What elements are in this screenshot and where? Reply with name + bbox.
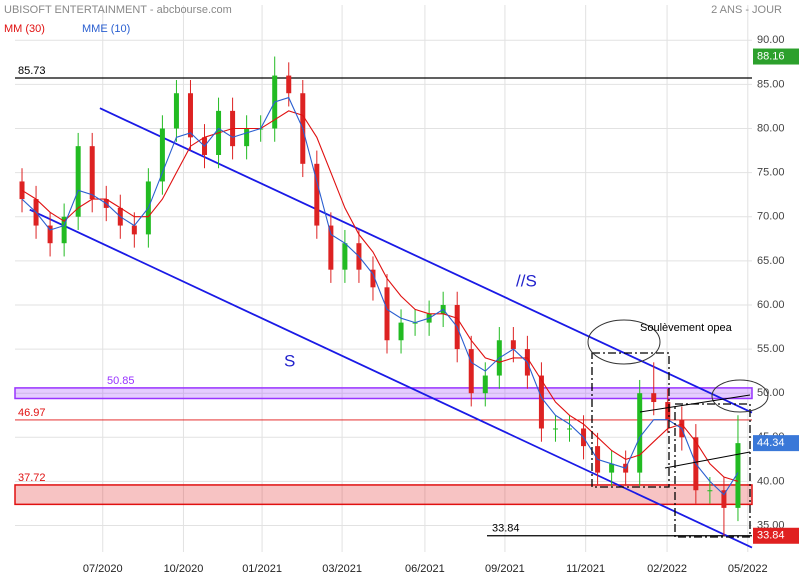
level-label: 46.97 xyxy=(18,407,46,419)
candle-body xyxy=(510,340,516,350)
candle-body xyxy=(61,216,67,244)
header-title: UBISOFT ENTERTAINMENT - abcbourse.com xyxy=(4,4,232,16)
plot-layers: 35.0040.0045.0050.0055.0060.0065.0070.00… xyxy=(14,5,785,575)
annotation-line xyxy=(639,394,751,413)
channel-line xyxy=(29,208,753,549)
candle-body xyxy=(75,146,81,217)
candle-body xyxy=(328,225,334,270)
ma-line xyxy=(21,96,739,496)
candle-body xyxy=(665,402,671,420)
x-tick-label: 06/2021 xyxy=(405,563,445,575)
candle-body xyxy=(159,128,165,182)
candle-body xyxy=(384,287,390,341)
candle-body xyxy=(47,225,53,244)
candle-body xyxy=(609,463,615,473)
candle-body xyxy=(707,490,713,492)
candle-body xyxy=(552,428,558,430)
candle-body xyxy=(567,428,573,430)
x-tick-label: 11/2021 xyxy=(566,563,605,575)
legend-entry: MME (10) xyxy=(82,23,130,35)
level-label: 50.85 xyxy=(107,375,135,387)
level-label: 33.84 xyxy=(492,523,520,535)
y-tick-label: 40.00 xyxy=(757,475,785,487)
y-tick-label: 75.00 xyxy=(757,167,785,179)
x-tick-label: 05/2022 xyxy=(728,563,768,575)
y-tick-label: 85.00 xyxy=(757,78,785,90)
legend-entry: MM (30) xyxy=(4,23,45,35)
price-tag xyxy=(753,527,799,544)
x-tick-label: 03/2021 xyxy=(322,563,362,575)
price-tag-label: 44.34 xyxy=(757,437,785,449)
y-tick-label: 80.00 xyxy=(757,122,785,134)
level-band xyxy=(14,387,753,400)
price-tag xyxy=(753,48,799,65)
x-tick-label: 09/2021 xyxy=(485,563,525,575)
price-tag xyxy=(753,435,799,452)
candle-body xyxy=(173,93,179,129)
candle-body xyxy=(735,443,741,508)
level-band xyxy=(14,484,753,506)
level-label: 37.72 xyxy=(18,472,46,484)
annotation: //S xyxy=(516,271,537,290)
y-tick-label: 70.00 xyxy=(757,211,785,223)
candle-body xyxy=(286,75,292,94)
annotation-box xyxy=(591,352,670,488)
x-tick-label: 02/2022 xyxy=(647,563,687,575)
x-tick-label: 01/2021 xyxy=(242,563,282,575)
price-tag-label: 33.84 xyxy=(757,530,785,542)
y-tick-label: 90.00 xyxy=(757,34,785,46)
annotation-box xyxy=(674,403,751,538)
annotation: S xyxy=(284,351,295,370)
candle-body xyxy=(131,225,137,235)
y-tick-label: 60.00 xyxy=(757,299,785,311)
candle-body xyxy=(637,393,643,473)
candle-body xyxy=(651,393,657,403)
channel-line xyxy=(99,107,753,414)
candle-body xyxy=(721,490,727,508)
y-tick-label: 65.00 xyxy=(757,255,785,267)
level-label: 85.73 xyxy=(18,65,46,77)
annotation-ellipse xyxy=(587,319,661,365)
price-tag-label: 88.16 xyxy=(757,50,785,62)
candle-body xyxy=(244,128,250,147)
y-tick-label: 50.00 xyxy=(757,387,785,399)
y-tick-label: 55.00 xyxy=(757,343,785,355)
annotation: Soulèvement opea xyxy=(640,322,733,334)
candle-body xyxy=(89,146,95,200)
candle-body xyxy=(538,375,544,429)
candle-body xyxy=(482,375,488,394)
candle-body xyxy=(342,243,348,270)
annotation-line xyxy=(664,451,751,469)
candle-body xyxy=(370,269,376,288)
x-tick-label: 07/2020 xyxy=(83,563,123,575)
annotation-ellipse xyxy=(711,379,769,413)
candle-body xyxy=(468,349,474,394)
x-tick-label: 10/2020 xyxy=(164,563,204,575)
candle-body xyxy=(187,93,193,138)
candle-body xyxy=(398,322,404,341)
header-period: 2 ANS - JOUR xyxy=(711,4,782,16)
candle-body xyxy=(314,163,320,226)
